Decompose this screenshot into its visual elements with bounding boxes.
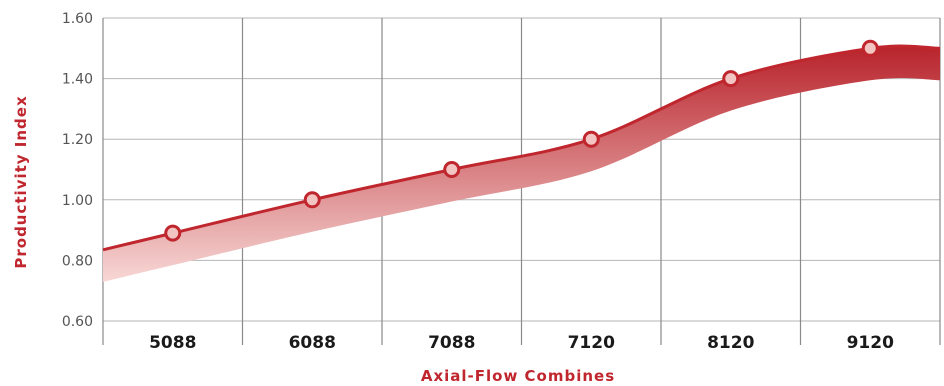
data-point-marker (164, 224, 182, 242)
x-tick-label: 5088 (149, 333, 196, 353)
y-tick-label: 1.00 (62, 193, 93, 209)
y-axis-title: Productivity Index (12, 95, 30, 268)
y-tick-label: 0.60 (62, 314, 93, 330)
series-area (103, 46, 940, 282)
data-markers (164, 39, 879, 242)
series-band (102, 44, 941, 282)
data-point-marker (443, 161, 461, 178)
series-line (102, 44, 941, 252)
y-tick-label: 0.80 (62, 253, 93, 269)
x-tick-label: 7088 (428, 333, 475, 353)
data-point-marker (582, 130, 600, 148)
data-point-marker (303, 191, 321, 209)
y-tick-label: 1.20 (62, 132, 93, 148)
y-tick-label: 1.60 (62, 11, 93, 27)
y-tick-labels: 0.60 0.80 1.00 1.20 1.40 1.60 (62, 11, 93, 330)
data-point-marker (861, 39, 879, 57)
x-tick-label: 9120 (847, 333, 894, 353)
x-tick-labels: 5088 6088 7088 7120 8120 9120 (149, 333, 894, 353)
x-tick-label: 8120 (707, 333, 754, 353)
x-tick-label: 7120 (568, 333, 615, 353)
data-point-marker (722, 70, 740, 88)
x-axis-title: Axial-Flow Combines (421, 367, 615, 385)
x-tick-label: 6088 (289, 333, 336, 353)
y-tick-label: 1.40 (62, 72, 93, 88)
